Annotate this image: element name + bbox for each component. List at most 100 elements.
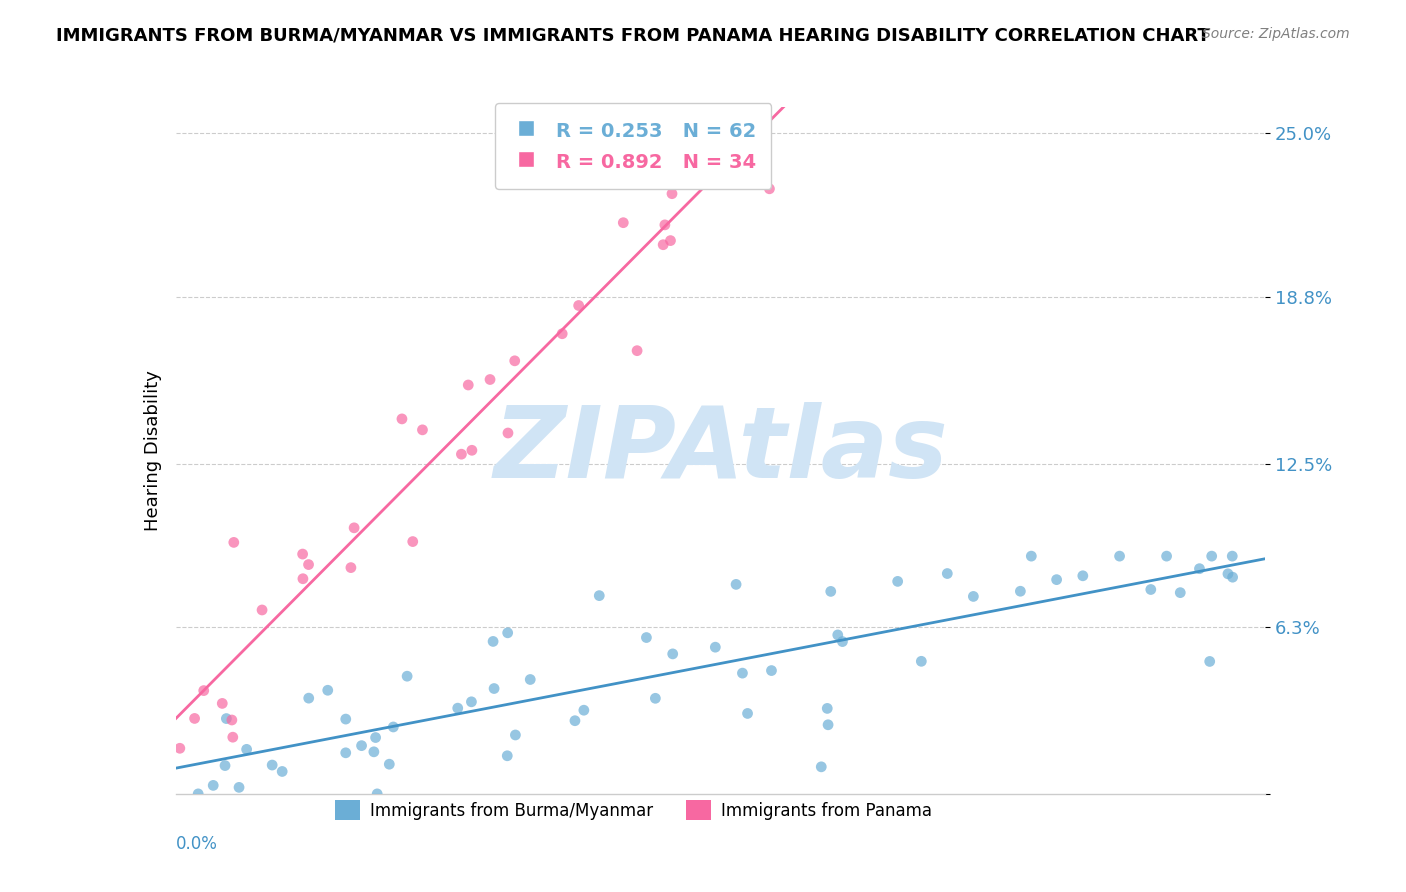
Point — [340, 560, 363, 574]
Point — [626, 343, 648, 358]
Point — [1071, 569, 1094, 583]
Point — [1216, 566, 1239, 581]
Point — [291, 572, 314, 586]
Point — [335, 712, 357, 726]
Point — [396, 669, 419, 683]
Point — [482, 634, 505, 648]
Point — [936, 566, 959, 581]
Point — [962, 590, 984, 604]
Point — [572, 703, 595, 717]
Point — [221, 713, 243, 727]
Point — [1188, 562, 1211, 576]
Point — [1010, 584, 1032, 599]
Point — [447, 701, 470, 715]
Point — [731, 666, 754, 681]
Point — [235, 742, 257, 756]
Point — [1108, 549, 1130, 563]
Point — [588, 589, 610, 603]
Point — [378, 757, 401, 772]
Point — [215, 712, 238, 726]
Point — [652, 237, 675, 252]
Point — [316, 683, 339, 698]
Point — [1168, 585, 1191, 599]
Text: ZIPAtlas: ZIPAtlas — [494, 402, 948, 499]
Point — [291, 547, 314, 561]
Point — [335, 746, 357, 760]
Point — [1220, 549, 1243, 563]
Point — [460, 695, 482, 709]
Point — [551, 326, 574, 341]
Text: 0.0%: 0.0% — [176, 835, 218, 853]
Point — [169, 741, 191, 756]
Point — [761, 664, 783, 678]
Point — [228, 780, 250, 795]
Point — [564, 714, 586, 728]
Point — [654, 218, 676, 232]
Point — [505, 728, 527, 742]
Point — [721, 100, 744, 114]
Point — [457, 378, 479, 392]
Point — [202, 778, 225, 792]
Point — [636, 631, 658, 645]
Point — [704, 640, 727, 655]
Y-axis label: Hearing Disability: Hearing Disability — [143, 370, 162, 531]
Point — [343, 521, 366, 535]
Point — [503, 354, 526, 368]
Legend: Immigrants from Burma/Myanmar, Immigrants from Panama: Immigrants from Burma/Myanmar, Immigrant… — [322, 787, 945, 834]
Point — [748, 168, 770, 182]
Point — [222, 730, 245, 744]
Point — [496, 748, 519, 763]
Point — [391, 412, 413, 426]
Point — [886, 574, 908, 589]
Point — [827, 628, 849, 642]
Point — [815, 701, 838, 715]
Point — [479, 372, 502, 386]
Point — [297, 558, 319, 572]
Point — [1156, 549, 1178, 563]
Point — [820, 584, 842, 599]
Point — [187, 787, 209, 801]
Point — [661, 647, 683, 661]
Point — [262, 758, 284, 772]
Point — [214, 758, 236, 772]
Point — [831, 634, 853, 648]
Point — [382, 720, 405, 734]
Point — [612, 216, 634, 230]
Point — [411, 423, 433, 437]
Point — [644, 691, 666, 706]
Point — [810, 760, 832, 774]
Point — [648, 112, 671, 127]
Text: Source: ZipAtlas.com: Source: ZipAtlas.com — [1202, 27, 1350, 41]
Point — [250, 603, 273, 617]
Point — [1046, 573, 1069, 587]
Point — [496, 425, 519, 440]
Point — [364, 731, 387, 745]
Point — [193, 683, 215, 698]
Point — [568, 298, 591, 312]
Point — [450, 447, 472, 461]
Point — [1222, 570, 1244, 584]
Point — [350, 739, 373, 753]
Point — [363, 745, 385, 759]
Point — [661, 186, 683, 201]
Point — [1139, 582, 1161, 597]
Text: IMMIGRANTS FROM BURMA/MYANMAR VS IMMIGRANTS FROM PANAMA HEARING DISABILITY CORRE: IMMIGRANTS FROM BURMA/MYANMAR VS IMMIGRA… — [56, 27, 1211, 45]
Point — [271, 764, 294, 779]
Point — [222, 535, 245, 549]
Point — [298, 691, 321, 706]
Point — [725, 577, 748, 591]
Point — [1198, 655, 1220, 669]
Point — [1021, 549, 1043, 563]
Point — [461, 443, 484, 458]
Point — [519, 673, 541, 687]
Point — [659, 234, 682, 248]
Point — [758, 182, 780, 196]
Point — [402, 534, 425, 549]
Point — [1201, 549, 1223, 563]
Point — [737, 706, 759, 721]
Point — [183, 711, 205, 725]
Point — [366, 787, 388, 801]
Point — [496, 625, 519, 640]
Point — [211, 697, 233, 711]
Point — [817, 718, 839, 732]
